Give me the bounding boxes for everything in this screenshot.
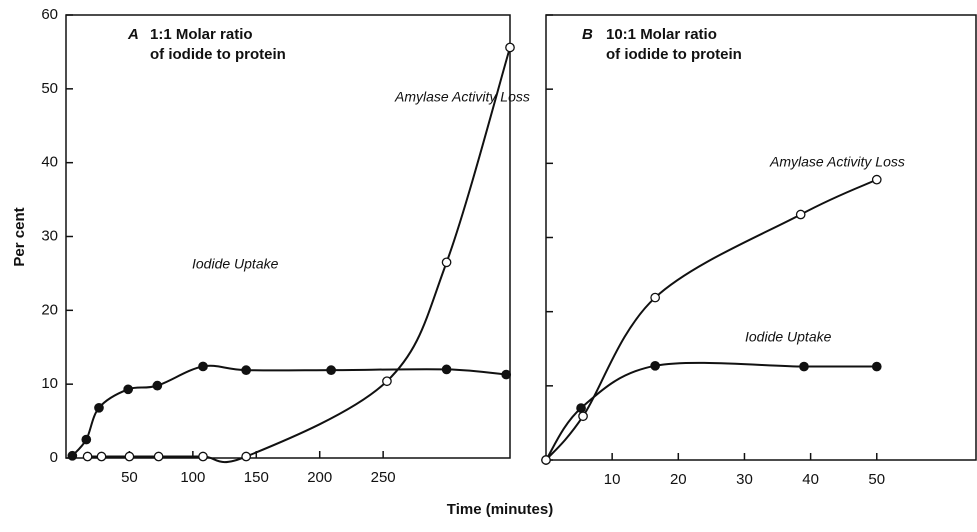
curve-label: Amylase Activity Loss (769, 154, 905, 170)
y-tick-label: 0 (50, 449, 58, 466)
y-tick-label: 50 (41, 80, 58, 97)
y-axis-label: Per cent (11, 207, 28, 266)
panel-letter: A (127, 26, 139, 43)
data-point (198, 361, 208, 372)
plot-frame (545, 14, 977, 461)
x-tick-label: 100 (180, 469, 205, 486)
y-tick-label: 20 (41, 301, 58, 318)
x-tick-label: 30 (736, 471, 753, 488)
fit-curve (545, 178, 878, 461)
x-tick-label: 40 (802, 471, 819, 488)
x-tick-label: 10 (604, 471, 621, 488)
y-tick-label: 60 (41, 6, 58, 23)
y-tick-label: 40 (41, 154, 58, 171)
x-tick-label: 200 (307, 469, 332, 486)
y-tick-label: 30 (41, 227, 58, 244)
data-point (123, 384, 134, 395)
data-point (198, 451, 208, 462)
data-point (241, 365, 251, 375)
curve-label: Iodide Uptake (192, 256, 279, 272)
data-point (505, 42, 515, 53)
data-point (441, 364, 452, 375)
data-point (795, 209, 806, 220)
data-point (82, 451, 93, 462)
curve-label: Amylase Activity Loss (394, 89, 530, 105)
data-point (152, 380, 163, 391)
x-tick-label: 20 (670, 471, 687, 488)
curve-label: Iodide Uptake (745, 329, 832, 345)
data-point (576, 403, 586, 413)
data-point (501, 369, 512, 380)
data-point (124, 451, 135, 462)
data-point (441, 257, 452, 268)
fit-curve (71, 364, 507, 457)
data-point (871, 174, 882, 185)
data-point (326, 365, 336, 375)
plot-frame (65, 14, 511, 459)
data-point (67, 450, 78, 461)
panel-title: of iodide to protein (150, 46, 286, 63)
fit-curve (545, 361, 877, 461)
data-point (81, 434, 92, 445)
data-point (578, 411, 588, 422)
data-point (382, 376, 392, 387)
data-point (96, 451, 107, 462)
panel-letter: B (582, 26, 593, 43)
data-point (94, 402, 104, 413)
data-point (650, 360, 661, 371)
panel-title: 1:1 Molar ratio (150, 26, 253, 43)
data-point (541, 455, 551, 465)
x-tick-label: 150 (244, 469, 269, 486)
panel-title: 10:1 Molar ratio (606, 26, 717, 43)
data-point (799, 361, 809, 372)
panel-title: of iodide to protein (606, 46, 742, 63)
x-tick-label: 50 (868, 471, 885, 488)
x-axis-label: Time (minutes) (447, 501, 553, 518)
fit-curve (87, 47, 511, 464)
data-point (153, 451, 164, 462)
data-point (871, 361, 882, 372)
x-tick-label: 50 (121, 469, 138, 486)
x-tick-label: 250 (371, 469, 396, 486)
y-tick-label: 10 (41, 375, 58, 392)
data-point (650, 292, 661, 303)
data-point (241, 451, 251, 462)
